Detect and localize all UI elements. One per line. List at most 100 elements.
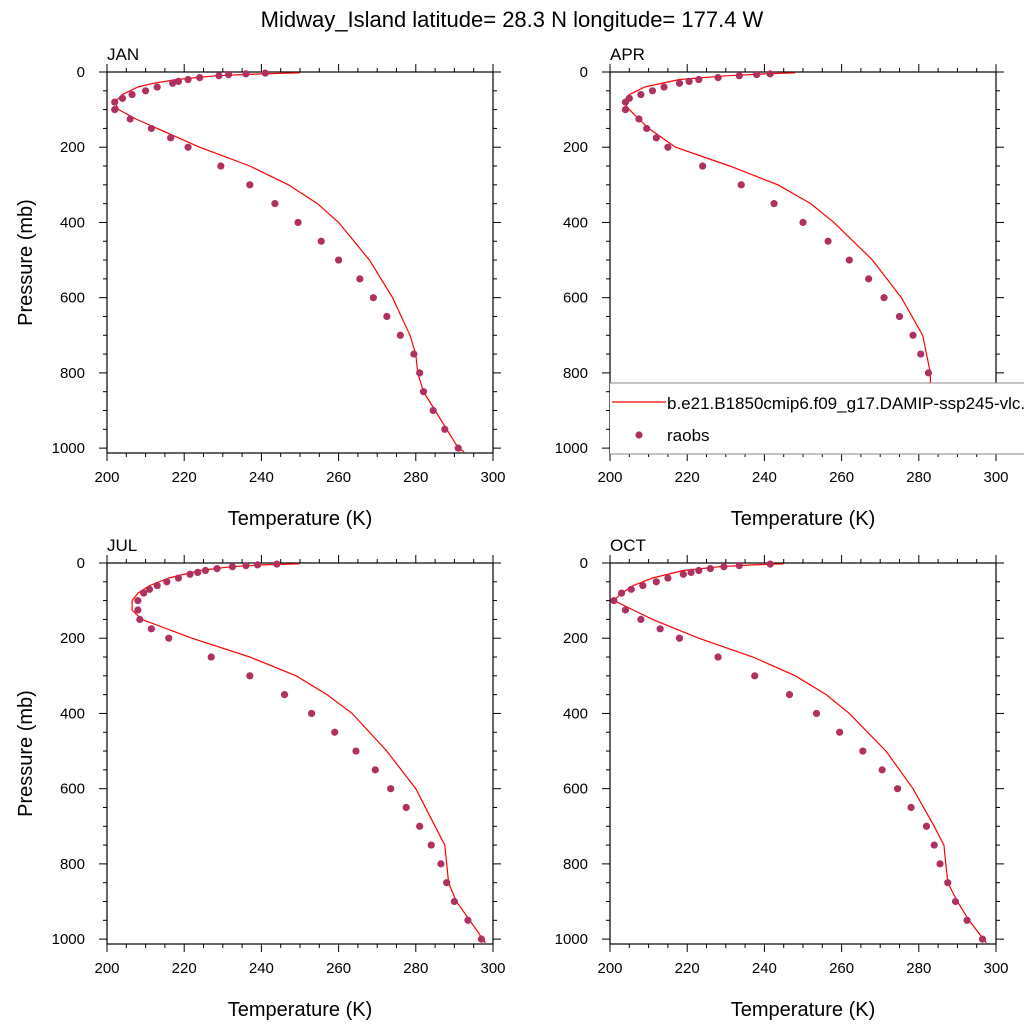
obs-point bbox=[111, 106, 119, 114]
obs-point bbox=[213, 565, 221, 573]
panel-title: APR bbox=[610, 45, 645, 64]
y-tick-label: 1000 bbox=[52, 931, 85, 948]
obs-point bbox=[134, 606, 142, 614]
obs-point bbox=[652, 134, 660, 142]
obs-point bbox=[675, 634, 684, 642]
y-tick-label: 0 bbox=[77, 64, 85, 81]
obs-point bbox=[865, 275, 873, 283]
y-tick-label: 200 bbox=[60, 139, 85, 156]
obs-point bbox=[679, 570, 687, 578]
x-tick-label: 300 bbox=[983, 960, 1008, 977]
x-tick-label: 220 bbox=[675, 960, 700, 977]
panel-jul: 200 220 240 260 280 300 0 200 400 600 800 1000 JUL Te… bbox=[15, 536, 506, 1021]
legend: b.e21.B1850cmip6.f09_g17.DAMIP-ssp245-vl… bbox=[610, 382, 1024, 455]
obs-point bbox=[196, 74, 204, 82]
x-tick-label: 200 bbox=[94, 960, 119, 977]
obs-point bbox=[643, 124, 651, 133]
obs-point bbox=[735, 562, 743, 570]
obs-point bbox=[383, 312, 391, 321]
y-tick-label: 800 bbox=[563, 365, 588, 382]
obs-point bbox=[893, 785, 902, 793]
obs-point bbox=[128, 90, 136, 99]
obs-point bbox=[799, 218, 807, 227]
obs-point bbox=[169, 79, 177, 87]
obs-point bbox=[242, 70, 250, 78]
obs-point bbox=[217, 162, 225, 170]
y-tick-label: 1000 bbox=[555, 440, 588, 457]
obs-point bbox=[280, 691, 289, 699]
obs-point bbox=[416, 822, 424, 830]
y-tick-label: 200 bbox=[563, 139, 588, 156]
obs-point bbox=[441, 425, 449, 433]
obs-point bbox=[201, 566, 210, 575]
obs-point bbox=[922, 822, 931, 830]
y-tick-label: 1000 bbox=[52, 440, 85, 457]
obs-point bbox=[639, 581, 647, 590]
obs-point bbox=[167, 134, 175, 142]
obs-point bbox=[224, 71, 233, 79]
obs-point bbox=[136, 615, 144, 624]
obs-point bbox=[242, 562, 250, 570]
obs-point bbox=[271, 200, 279, 208]
obs-point bbox=[307, 709, 316, 718]
obs-point bbox=[369, 294, 377, 302]
panel-oct: 200 220 240 260 280 300 0 200 400 600 800 1000 OCT Te… bbox=[555, 536, 1009, 1021]
obs-point bbox=[766, 70, 774, 78]
obs-point bbox=[356, 275, 364, 283]
obs-point bbox=[936, 860, 944, 868]
x-tick-label: 220 bbox=[675, 469, 700, 486]
y-tick-label: 200 bbox=[563, 630, 588, 647]
obs-point bbox=[246, 672, 254, 680]
obs-point bbox=[737, 181, 745, 189]
obs-point bbox=[766, 560, 774, 568]
obs-point bbox=[165, 634, 173, 642]
obs-point bbox=[699, 162, 707, 170]
obs-point bbox=[419, 388, 428, 396]
obs-point bbox=[963, 916, 971, 924]
obs-point bbox=[907, 803, 915, 812]
obs-point bbox=[402, 803, 410, 812]
legend-obs-marker bbox=[635, 431, 643, 439]
obs-point bbox=[396, 331, 404, 339]
x-tick-label: 240 bbox=[752, 469, 777, 486]
obs-point bbox=[352, 747, 360, 755]
y-tick-label: 0 bbox=[580, 555, 588, 572]
obs-point bbox=[714, 74, 722, 82]
model-profile-line bbox=[612, 563, 987, 944]
obs-point bbox=[450, 897, 458, 906]
obs-point bbox=[427, 841, 435, 849]
x-axis-label: Temperature (K) bbox=[228, 508, 373, 530]
obs-point bbox=[331, 728, 339, 736]
obs-point bbox=[437, 860, 445, 868]
x-tick-label: 300 bbox=[480, 960, 505, 977]
x-tick-label: 240 bbox=[752, 960, 777, 977]
obs-point bbox=[735, 72, 743, 80]
obs-point bbox=[410, 350, 418, 358]
figure-title: Midway_Island latitude= 28.3 N longitude… bbox=[261, 7, 764, 32]
y-tick-label: 800 bbox=[60, 856, 85, 873]
obs-point bbox=[880, 294, 888, 302]
obs-point bbox=[174, 574, 183, 582]
x-tick-label: 240 bbox=[249, 469, 274, 486]
obs-point bbox=[387, 785, 395, 793]
obs-point bbox=[621, 606, 630, 614]
obs-point bbox=[660, 83, 668, 91]
obs-point bbox=[720, 563, 728, 571]
obs-point bbox=[924, 369, 933, 377]
obs-point bbox=[253, 561, 262, 569]
obs-point bbox=[194, 568, 202, 577]
y-tick-label: 0 bbox=[77, 555, 85, 572]
obs-point bbox=[228, 563, 237, 571]
obs-point bbox=[443, 879, 451, 887]
obs-point bbox=[147, 124, 155, 133]
plot-frame bbox=[609, 562, 997, 945]
obs-point bbox=[617, 589, 626, 597]
x-tick-label: 220 bbox=[172, 469, 197, 486]
obs-point bbox=[335, 256, 343, 264]
model-profile-line bbox=[622, 72, 968, 453]
obs-point bbox=[785, 691, 794, 699]
y-axis-label: Pressure (mb) bbox=[15, 199, 37, 326]
obs-point bbox=[917, 350, 925, 358]
obs-point bbox=[134, 597, 142, 605]
